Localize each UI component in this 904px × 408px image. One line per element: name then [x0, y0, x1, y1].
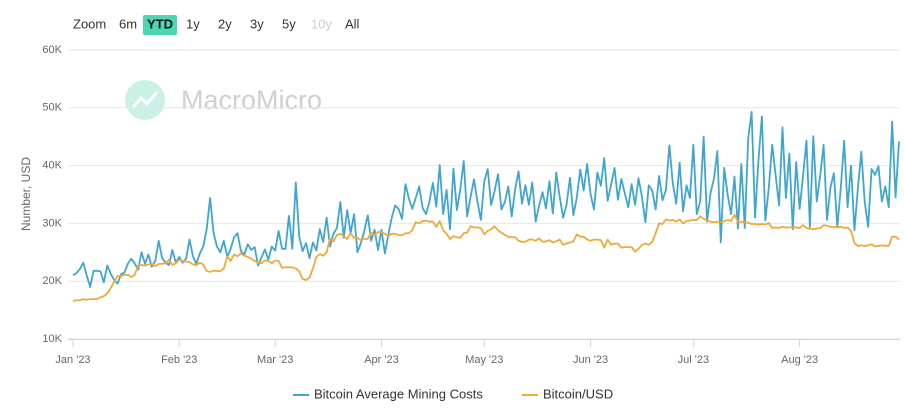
y-tick-label: 10K: [42, 333, 62, 345]
range-button[interactable]: 1y: [186, 16, 200, 31]
zoom-label: Zoom: [73, 16, 106, 31]
y-tick-label: 30K: [42, 217, 62, 229]
y-axis-title: Number, USD: [19, 157, 33, 231]
range-button-bg: [143, 15, 177, 35]
x-tick-label: Jun '23: [573, 354, 608, 366]
series-line: [72, 110, 900, 288]
y-tick-label: 60K: [42, 44, 62, 56]
watermark-icon-line: [131, 91, 159, 109]
legend-label: Bitcoin/USD: [543, 386, 613, 401]
range-button[interactable]: 5y: [282, 16, 296, 31]
x-tick-label: Apr '23: [364, 354, 399, 366]
range-button[interactable]: 6m: [119, 16, 137, 31]
y-tick-label: 40K: [42, 160, 62, 172]
x-tick-label: Aug '23: [781, 354, 818, 366]
range-button[interactable]: 2y: [218, 16, 232, 31]
range-button: 10y: [311, 16, 332, 31]
x-tick-label: Jan '23: [55, 354, 90, 366]
legend-label: Bitcoin Average Mining Costs: [314, 386, 483, 401]
range-button[interactable]: 3y: [250, 16, 264, 31]
range-button[interactable]: All: [345, 16, 360, 31]
range-button[interactable]: YTD: [147, 16, 173, 31]
y-tick-label: 50K: [42, 102, 62, 114]
watermark: MacroMicro: [125, 80, 322, 120]
series-line: [72, 213, 900, 302]
watermark-text: MacroMicro: [181, 85, 322, 115]
x-tick-label: Feb '23: [161, 354, 197, 366]
y-tick-label: 20K: [42, 275, 62, 287]
x-tick-label: Mar '23: [257, 354, 293, 366]
legend-item[interactable]: Bitcoin/USD: [522, 386, 613, 401]
legend-item[interactable]: Bitcoin Average Mining Costs: [293, 386, 483, 401]
x-tick-label: May '23: [465, 354, 503, 366]
x-tick-label: Jul '23: [678, 354, 709, 366]
